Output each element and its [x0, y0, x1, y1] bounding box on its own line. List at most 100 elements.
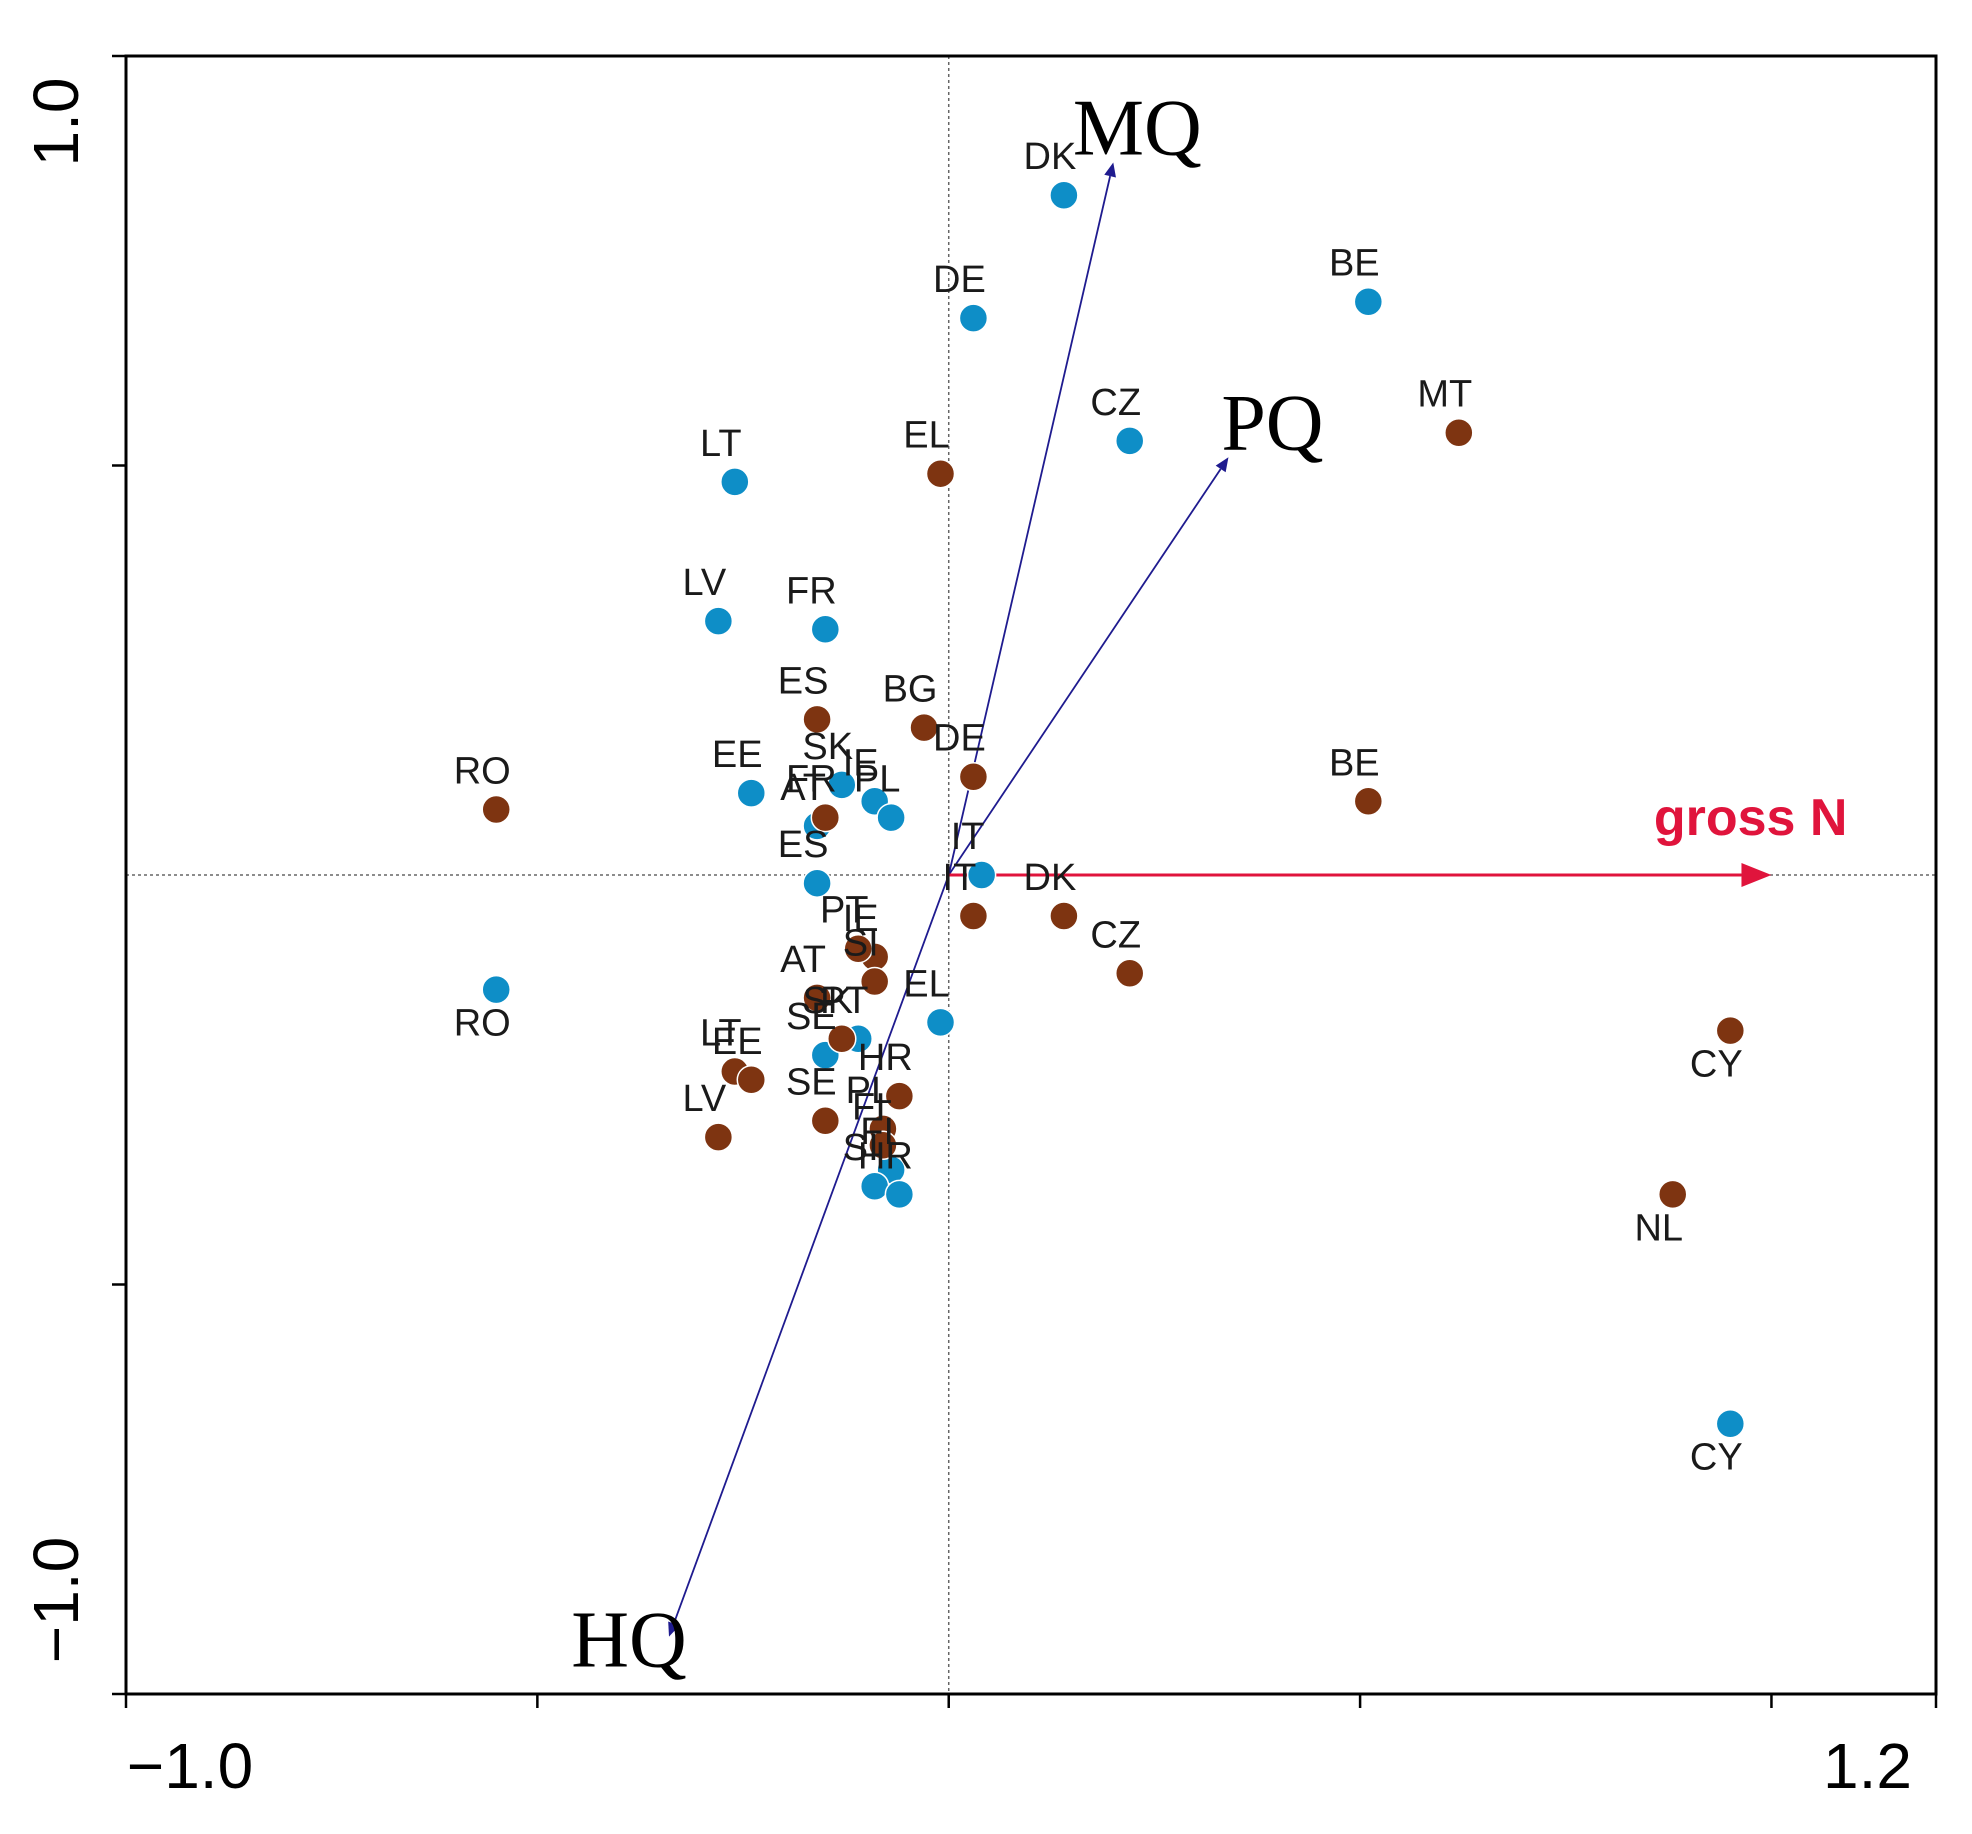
- point-label-brown-ie: IE: [843, 898, 879, 940]
- point-label-brown-cy: CY: [1690, 1044, 1743, 1086]
- point-label-blue-ie: IE: [843, 742, 879, 784]
- point-label-brown-hr: HR: [858, 1037, 913, 1079]
- point-brown-it: [958, 901, 989, 931]
- point-label-brown-es: ES: [778, 660, 829, 702]
- point-label-brown-at: AT: [780, 939, 826, 981]
- point-label-blue-fi: FI: [860, 1111, 894, 1153]
- x-tick-label-max: 1.2: [1823, 1730, 1912, 1802]
- point-brown-sk: [827, 1024, 857, 1054]
- point-label-brown-fi: FI: [852, 1086, 886, 1128]
- point-blue-cy: [1715, 1408, 1746, 1439]
- point-label-brown-lt: LT: [700, 1013, 742, 1055]
- point-blue-sk: [827, 770, 857, 800]
- point-blue-el: [925, 1007, 956, 1038]
- point-brown-lv: [703, 1122, 734, 1152]
- point-label-blue-sk: SK: [802, 726, 853, 768]
- point-brown-hr: [884, 1081, 915, 1111]
- point-brown-es: [802, 704, 832, 735]
- vector-arrowhead-pq: [1215, 457, 1229, 473]
- plot-frame: [124, 54, 1938, 1696]
- point-blue-dk: [1049, 180, 1079, 210]
- point-label-brown-fr: FR: [786, 759, 837, 801]
- x-tick-label-min: −1.0: [127, 1730, 253, 1802]
- point-blue-hr: [884, 1179, 915, 1210]
- vector-label-hq: HQ: [571, 1597, 687, 1685]
- point-brown-ro: [481, 794, 511, 825]
- vector-arrowhead-mq: [1104, 162, 1116, 178]
- point-blue-cz: [1114, 426, 1145, 456]
- point-brown-fr: [810, 802, 841, 833]
- point-label-brown-sk: SK: [802, 980, 853, 1022]
- point-brown-si: [859, 966, 890, 997]
- y-tick-label-min: −1.0: [20, 1537, 92, 1663]
- point-label-blue-it: IT: [951, 816, 985, 858]
- point-label-blue-cy: CY: [1690, 1437, 1743, 1479]
- point-brown-se: [810, 1105, 841, 1136]
- point-label-brown-se: SE: [786, 1062, 837, 1104]
- point-label-blue-ee: EE: [712, 734, 763, 776]
- vector-mq: [947, 175, 1111, 876]
- point-label-blue-fr: FR: [786, 570, 837, 612]
- point-blue-ee: [736, 778, 767, 808]
- point-label-brown-cz: CZ: [1090, 914, 1141, 956]
- point-brown-de: [958, 761, 989, 792]
- point-label-blue-si: SI: [843, 1127, 879, 1169]
- point-label-brown-pt: PT: [820, 890, 869, 932]
- point-brown-el: [925, 458, 956, 489]
- point-blue-fr: [810, 614, 841, 645]
- point-brown-bg: [909, 712, 939, 743]
- point-brown-ee: [736, 1065, 767, 1095]
- vector-label-pq: PQ: [1221, 379, 1323, 467]
- point-label-blue-cz: CZ: [1090, 382, 1141, 424]
- point-brown-mt: [1444, 417, 1474, 448]
- vector-pq: [947, 468, 1222, 876]
- vector-hq: [672, 874, 950, 1624]
- point-brown-cy: [1715, 1015, 1746, 1046]
- point-label-blue-lt: LT: [700, 423, 742, 465]
- point-label-blue-pl: PL: [854, 759, 900, 801]
- point-blue-ro: [481, 974, 511, 1005]
- point-label-blue-es: ES: [778, 824, 829, 866]
- point-label-brown-dk: DK: [1024, 857, 1077, 899]
- point-label-brown-be: BE: [1329, 742, 1380, 784]
- point-label-blue-se: SE: [786, 996, 837, 1038]
- point-blue-es: [802, 868, 832, 898]
- vector-label-gross-n: gross N: [1654, 789, 1848, 847]
- vector-label-mq: MQ: [1073, 84, 1202, 172]
- point-blue-it: [966, 860, 997, 890]
- point-blue-lt: [720, 467, 750, 497]
- point-label-brown-ee: EE: [712, 1021, 763, 1063]
- point-blue-be: [1353, 286, 1384, 317]
- point-label-blue-el: EL: [903, 963, 949, 1005]
- vector-arrowhead-gross-n: [1741, 863, 1772, 887]
- point-label-brown-bg: BG: [883, 669, 938, 711]
- point-label-brown-mt: MT: [1417, 374, 1472, 416]
- point-brown-at: [802, 983, 832, 1013]
- point-brown-fi: [868, 1130, 898, 1161]
- point-label-blue-hr: HR: [858, 1135, 913, 1177]
- point-brown-nl: [1657, 1179, 1688, 1210]
- biplot-vectors: MQ PQ HQ gross N: [571, 84, 1847, 1684]
- point-label-blue-at: AT: [780, 767, 826, 809]
- point-label-brown-nl: NL: [1634, 1207, 1683, 1249]
- point-blue-de: [958, 303, 989, 333]
- point-label-brown-lv: LV: [683, 1078, 727, 1120]
- point-label-blue-pt: PT: [820, 980, 869, 1022]
- y-tick-label-max: 1.0: [20, 78, 92, 167]
- point-brown-pt: [843, 933, 873, 964]
- point-label-blue-be: BE: [1329, 243, 1380, 285]
- point-brown-cz: [1114, 958, 1145, 989]
- point-blue-pl: [876, 802, 906, 833]
- point-brown-be: [1353, 786, 1384, 817]
- plot-axes: [112, 54, 1938, 1708]
- point-label-blue-de: DE: [933, 259, 986, 301]
- point-label-brown-si: SI: [843, 922, 879, 964]
- data-points: [481, 180, 1746, 1439]
- point-label-brown-el: EL: [903, 415, 949, 457]
- point-blue-lv: [703, 606, 734, 636]
- point-label-blue-ro: RO: [454, 1003, 511, 1045]
- vector-arrowhead-hq: [668, 1621, 680, 1637]
- point-label-blue-lv: LV: [683, 562, 727, 604]
